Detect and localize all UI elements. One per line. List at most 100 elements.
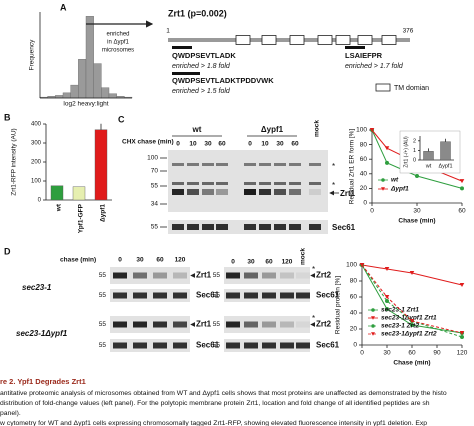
blot-band: [153, 321, 167, 328]
data-point: [384, 146, 390, 151]
x-tick-label: 0: [370, 208, 374, 215]
blot-band: [216, 224, 228, 230]
histogram-bar: [70, 84, 79, 99]
peptide-note: enriched > 1.7 fold: [345, 63, 404, 70]
blot-label: chase (min): [60, 257, 96, 264]
mw-marker: 55: [213, 272, 221, 279]
panel-label: D: [4, 246, 11, 256]
histogram-bar: [85, 16, 94, 99]
lane-label: 60: [218, 141, 226, 148]
y-tick-label: 0: [353, 342, 357, 349]
blot: [110, 339, 190, 352]
data-point: [369, 128, 375, 132]
lane-label: 30: [247, 259, 255, 266]
data-point: [385, 307, 389, 311]
x-tick-label: 30: [413, 208, 421, 215]
y-tick-label: 80: [350, 278, 358, 285]
blot-band: [244, 321, 258, 328]
y-tick-label: 100: [346, 262, 357, 269]
y-tick-label: 80: [360, 141, 368, 148]
blot-band: [262, 292, 276, 299]
tm-domain: [235, 35, 251, 45]
blot-band: [244, 292, 258, 299]
blot-band: [289, 163, 301, 166]
x-tick-label: 60: [458, 208, 466, 215]
histogram-bar: [108, 93, 117, 99]
blot-band: [133, 292, 147, 299]
caption-text: panel).: [0, 410, 21, 417]
blot: [110, 267, 190, 284]
lane-label: 60: [291, 141, 299, 148]
caption-text: distribution of fold-change values (left…: [0, 400, 430, 407]
histogram-bar: [93, 63, 102, 99]
tm-domain: [261, 35, 277, 45]
blot-band: [113, 321, 127, 328]
y-tick-label: 2: [413, 138, 416, 144]
blot-band: [133, 321, 147, 328]
y-tick-label: 40: [350, 310, 358, 317]
legend-marker: [371, 308, 375, 312]
blot-band: [133, 272, 147, 279]
star: *: [332, 162, 335, 171]
blot-band: [274, 182, 286, 185]
y-tick-label: 60: [360, 156, 368, 163]
y-tick-label: 20: [360, 185, 368, 192]
blot-band: [296, 321, 310, 328]
y-tick-label: 0: [413, 157, 416, 163]
blot-band: [274, 163, 286, 166]
star: *: [332, 181, 335, 190]
y-tick-label: 1: [413, 148, 416, 154]
axis-label: Residual protein [%]: [335, 276, 342, 334]
legend-label: wt: [391, 177, 399, 184]
blot-band: [226, 272, 240, 279]
tm-domain: [317, 35, 333, 45]
group-label: Δypf1: [261, 125, 284, 134]
blot-band: [244, 189, 256, 195]
tm-domain: [381, 35, 397, 45]
blot-band: [216, 163, 228, 166]
legend-swatch: [375, 83, 391, 92]
y-tick-label: 0: [38, 198, 42, 204]
data-point: [385, 299, 389, 303]
tm-domain: [357, 35, 373, 45]
panel-label: B: [4, 112, 11, 122]
blot-band: [280, 342, 294, 349]
x-tick-label: 120: [457, 350, 468, 357]
blot-band: [244, 163, 256, 166]
data-point: [384, 267, 390, 271]
axis-label: Chase (min): [398, 218, 435, 225]
legend-marker: [371, 332, 375, 336]
legend-label: sec23-1 Zrt1: [381, 307, 419, 314]
protein-line: [168, 38, 410, 42]
mw-marker: 55: [213, 342, 221, 349]
lane-label: 30: [276, 141, 284, 148]
blot-band: [244, 182, 256, 185]
y-tick-label: 0: [363, 200, 367, 207]
caption-text: antitative proteomic analysis of microso…: [0, 390, 447, 397]
histogram-bar: [101, 87, 110, 99]
strain-label: sec23-1Δypf1: [16, 329, 68, 338]
blot-band: [226, 292, 240, 299]
band-label: Sec61: [316, 291, 340, 300]
blot-band: [113, 272, 127, 279]
residue-label: 376: [403, 28, 414, 35]
histogram-bar: [78, 59, 87, 99]
lane-label: 10: [261, 141, 269, 148]
blot-band: [262, 342, 276, 349]
legend-label: Δypf1: [390, 186, 409, 193]
blot-band: [187, 224, 199, 230]
blot-band: [296, 292, 310, 299]
axis-label: Zrt1-RFP intensity (AU): [11, 128, 18, 195]
mw-marker: 55: [99, 342, 107, 349]
bar: [50, 185, 64, 201]
data-point: [459, 179, 465, 184]
residue-label: 1: [166, 28, 170, 35]
blot-band: [173, 272, 187, 279]
axis-label: Zrt1 (-/+) (AU): [403, 136, 409, 168]
band-label: Zrt1: [196, 271, 212, 280]
data-point: [459, 331, 465, 335]
blot-band: [259, 224, 271, 230]
peptide-bar: [172, 72, 200, 75]
annotation: in Δypf1: [107, 40, 129, 46]
